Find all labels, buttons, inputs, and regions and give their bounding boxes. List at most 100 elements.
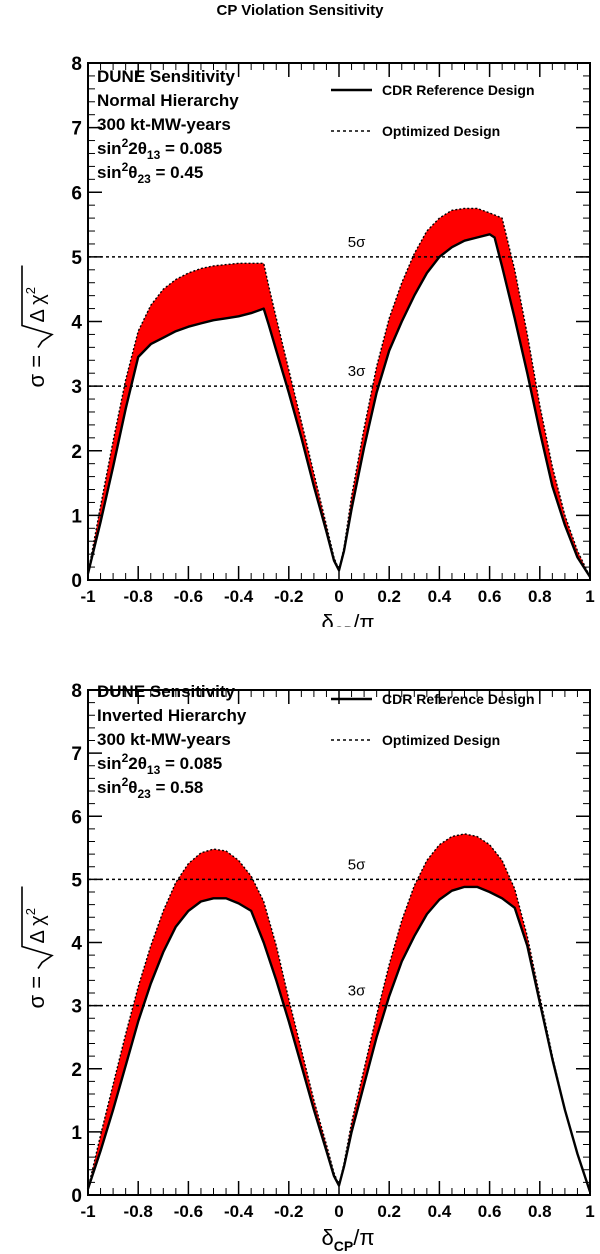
x-tick-label: 1 [585, 1202, 594, 1221]
y-tick-label: 8 [71, 681, 82, 702]
series-line-optimized [87, 207, 591, 578]
info-sub: 23 [137, 172, 151, 186]
radicand-sup: 2 [23, 908, 38, 915]
y-tick-label: 5 [71, 248, 82, 269]
info-post: = 0.45 [151, 163, 203, 182]
y-axis-label-lhs: σ = [24, 976, 49, 1009]
y-tick-label: 2 [71, 1060, 82, 1081]
x-tick-label: 0.6 [478, 587, 502, 606]
reference-label-5sigma: 5σ [348, 234, 366, 251]
y-tick-label: 2 [71, 442, 82, 463]
x-tick-label: -1 [80, 1202, 95, 1221]
x-tick-label: 0.2 [377, 587, 401, 606]
info-sub: 13 [147, 148, 161, 162]
y-axis-label-lhs: σ = [24, 355, 49, 388]
x-axis-label-sub: CP [334, 1238, 353, 1254]
y-axis-label: σ = Δ χ2 [21, 886, 54, 1009]
info-mid: 2θ [128, 139, 147, 158]
info-line: sin22θ13 = 0.085 [97, 136, 222, 162]
x-axis-label-tail: /π [353, 610, 374, 627]
x-axis-label-main: δ [322, 1225, 334, 1250]
x-tick-label: 0 [334, 1202, 343, 1221]
y-tick-label: 6 [71, 807, 82, 828]
y-axis-label-radicand: Δ χ2 [23, 908, 49, 944]
x-tick-label: 0.6 [478, 1202, 502, 1221]
x-tick-label: -0.6 [174, 1202, 203, 1221]
figure-title: CP Violation Sensitivity [216, 2, 384, 19]
info-post: = 0.085 [160, 754, 222, 773]
x-axis-label: δCP/π [322, 610, 375, 627]
y-axis-label-radicand: Δ χ2 [23, 287, 49, 323]
y-tick-label: 0 [71, 571, 82, 592]
y-tick-label: 3 [71, 997, 82, 1018]
x-tick-label: 0.4 [428, 1202, 452, 1221]
x-tick-label: -0.8 [124, 587, 153, 606]
legend-label: Optimized Design [382, 732, 500, 748]
info-sup: 2 [122, 160, 129, 174]
info-pre: sin [97, 778, 122, 797]
info-mid: 2θ [128, 754, 147, 773]
x-tick-label: 0.4 [428, 587, 452, 606]
radical-sign [21, 886, 54, 969]
x-tick-label: 0.8 [528, 1202, 552, 1221]
x-tick-label: -0.6 [174, 587, 203, 606]
info-line: sin2θ23 = 0.45 [97, 160, 203, 186]
reference-label-3sigma: 3σ [348, 983, 366, 1000]
reference-label-5sigma: 5σ [348, 856, 366, 873]
x-tick-label: -1 [80, 587, 95, 606]
x-axis-label: δCP/π [322, 1225, 375, 1254]
radicand-sup: 2 [23, 287, 38, 294]
y-tick-label: 8 [71, 54, 82, 75]
info-line: 300 kt-MW-years [97, 730, 231, 749]
x-tick-label: -0.4 [224, 1202, 254, 1221]
info-line: 300 kt-MW-years [97, 115, 231, 134]
y-tick-label: 7 [71, 119, 82, 140]
y-tick-label: 3 [71, 377, 82, 398]
x-tick-label: -0.2 [274, 1202, 303, 1221]
y-tick-label: 4 [71, 934, 82, 955]
x-tick-label: -0.8 [124, 1202, 153, 1221]
info-line: DUNE Sensitivity [97, 682, 235, 701]
info-line: Inverted Hierarchy [97, 706, 247, 725]
x-axis-label-tail: /π [353, 1225, 374, 1250]
legend-label: CDR Reference Design [382, 691, 535, 707]
sensitivity-band [88, 208, 590, 577]
y-tick-label: 6 [71, 183, 82, 204]
y-tick-label: 4 [71, 313, 82, 334]
x-tick-label: 1 [585, 587, 594, 606]
info-pre: sin [97, 163, 122, 182]
info-line: Normal Hierarchy [97, 91, 239, 110]
info-sub: 13 [147, 763, 161, 777]
y-tick-label: 7 [71, 744, 82, 765]
x-axis-label-sub: CP [334, 623, 353, 627]
info-pre: sin [97, 139, 122, 158]
info-mid: θ [128, 778, 137, 797]
reference-label-3sigma: 3σ [348, 363, 366, 380]
info-sup: 2 [122, 751, 129, 765]
y-tick-label: 5 [71, 870, 82, 891]
info-sup: 2 [122, 136, 129, 150]
info-sup: 2 [122, 775, 129, 789]
x-tick-label: -0.2 [274, 587, 303, 606]
y-tick-label: 1 [71, 506, 82, 527]
radicand-main: Δ χ [27, 294, 49, 323]
info-sub: 23 [137, 787, 151, 801]
radicand-main: Δ χ [27, 915, 49, 944]
info-mid: θ [128, 163, 137, 182]
info-line: sin22θ13 = 0.085 [97, 751, 222, 777]
info-pre: sin [97, 754, 122, 773]
x-axis-label-main: δ [322, 610, 334, 627]
y-tick-label: 0 [71, 1186, 82, 1207]
x-tick-label: 0 [334, 587, 343, 606]
legend-label: CDR Reference Design [382, 82, 535, 98]
info-post: = 0.58 [151, 778, 203, 797]
radical-sign [21, 265, 54, 348]
legend-label: Optimized Design [382, 123, 500, 139]
info-post: = 0.085 [160, 139, 222, 158]
info-line: DUNE Sensitivity [97, 67, 235, 86]
y-tick-label: 1 [71, 1123, 82, 1144]
series-line-optimized [87, 833, 591, 1193]
x-tick-label: -0.4 [224, 587, 254, 606]
